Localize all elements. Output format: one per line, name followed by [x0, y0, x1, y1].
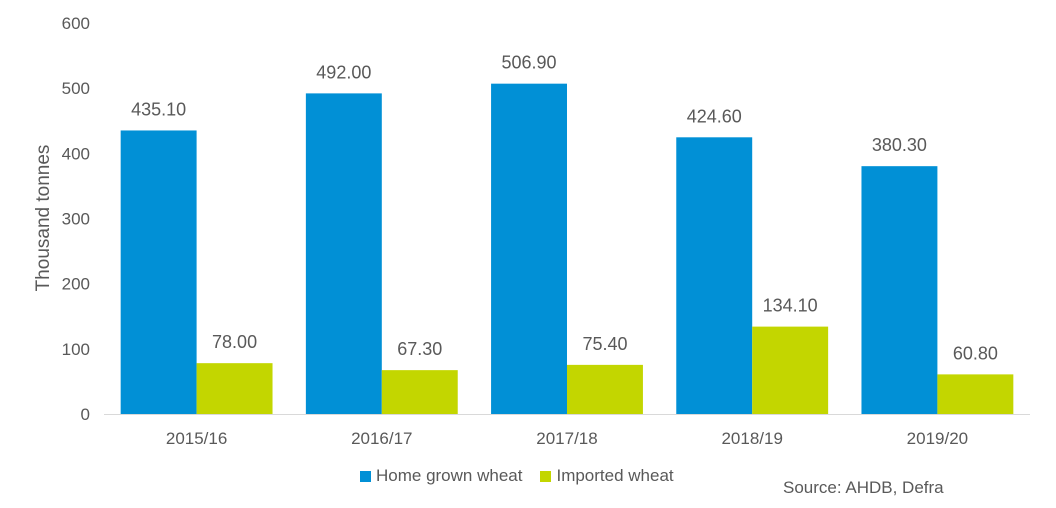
x-tick-label: 2016/17 — [351, 429, 412, 448]
data-label: 78.00 — [212, 332, 257, 352]
bar-home-grown — [305, 93, 382, 414]
y-tick-label: 600 — [62, 14, 90, 33]
bar-imported — [381, 370, 458, 414]
data-label: 75.40 — [582, 334, 627, 354]
data-label: 67.30 — [397, 339, 442, 359]
legend-label: Home grown wheat — [376, 466, 523, 485]
data-label: 506.90 — [502, 53, 557, 73]
data-label: 380.30 — [872, 135, 927, 155]
x-tick-label: 2019/20 — [907, 429, 968, 448]
bar-home-grown — [120, 130, 197, 414]
bar-home-grown — [861, 166, 938, 414]
x-tick-label: 2017/18 — [536, 429, 597, 448]
data-label: 134.10 — [763, 296, 818, 316]
x-tick-label: 2015/16 — [166, 429, 227, 448]
data-label: 492.00 — [316, 62, 371, 82]
legend: Home grown wheat Imported wheat — [360, 466, 692, 486]
legend-item-home-grown: Home grown wheat — [360, 466, 522, 486]
y-tick-label: 0 — [81, 405, 90, 424]
bars — [120, 83, 1014, 414]
data-label: 435.10 — [131, 99, 186, 119]
y-tick-label: 100 — [62, 340, 90, 359]
bar-imported — [196, 363, 273, 414]
data-label: 60.80 — [953, 343, 998, 363]
y-tick-label: 400 — [62, 144, 90, 163]
y-tick-label: 300 — [62, 210, 90, 229]
y-axis-ticks: 0 100 200 300 400 500 600 — [62, 14, 90, 424]
bar-home-grown — [676, 137, 753, 414]
bar-imported — [567, 364, 643, 414]
y-tick-label: 500 — [62, 79, 90, 98]
data-labels: 435.10 78.00 492.00 67.30 506.90 75.40 424.60 1… — [131, 53, 998, 364]
bar-home-grown — [491, 83, 567, 414]
legend-swatch — [540, 470, 552, 482]
bar-imported — [752, 326, 829, 414]
source-note: Source: AHDB, Defra — [783, 478, 944, 497]
x-tick-label: 2018/19 — [721, 429, 782, 448]
data-label: 424.60 — [687, 106, 742, 126]
bar-imported — [937, 374, 1014, 414]
legend-swatch — [360, 470, 371, 482]
x-axis-ticks: 2015/16 2016/17 2017/18 2018/19 2019/20 — [166, 429, 968, 448]
legend-item-imported: Imported wheat — [540, 466, 674, 486]
y-axis-label: Thousand tonnes — [33, 145, 54, 292]
y-tick-label: 200 — [62, 275, 90, 294]
legend-label: Imported wheat — [556, 466, 674, 485]
